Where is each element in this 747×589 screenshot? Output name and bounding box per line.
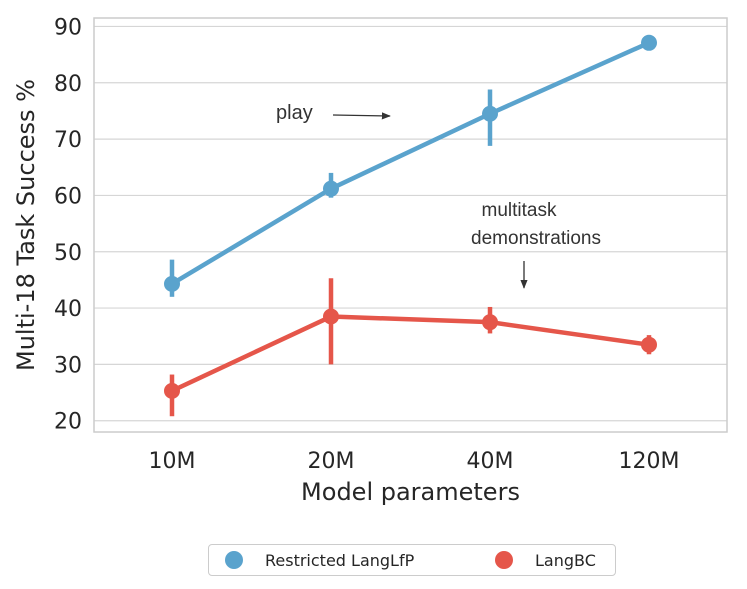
point-langbc-10M <box>164 382 180 399</box>
point-langbc-20M <box>323 308 339 325</box>
y-axis-title: Multi-18 Task Success % <box>12 79 40 371</box>
point-restricted-langlfp-20M <box>323 180 339 197</box>
point-restricted-langlfp-10M <box>164 275 180 292</box>
legend-marker-restricted-langlfp <box>225 551 243 569</box>
point-restricted-langlfp-120M <box>641 34 657 51</box>
x-tick-label-120M: 120M <box>619 449 680 474</box>
x-axis-title: Model parameters <box>301 478 520 506</box>
y-tick-label-90: 90 <box>54 15 82 40</box>
plot-frame <box>93 17 728 433</box>
y-tick-label-80: 80 <box>54 72 82 97</box>
y-tick-label-20: 20 <box>54 410 82 435</box>
chart: 20 30 40 50 60 70 80 90 10M 20M 40M 120M Model par… <box>12 15 728 506</box>
gridlines <box>94 25 727 422</box>
x-tick-label-10M: 10M <box>149 449 196 474</box>
y-tick-label-40: 40 <box>54 297 82 322</box>
legend-item-langbc: LangBC <box>495 545 596 575</box>
legend: Restricted LangLfP LangBC <box>208 544 616 576</box>
y-tick-label-60: 60 <box>54 184 82 209</box>
y-tick-label-70: 70 <box>54 128 82 153</box>
x-tick-label-20M: 20M <box>308 449 355 474</box>
point-restricted-langlfp-40M <box>482 105 498 122</box>
annotations: play multitask demonstrations <box>276 102 601 289</box>
series-langbc <box>164 278 657 417</box>
y-tick-label-30: 30 <box>54 353 82 378</box>
annotation-play: play <box>276 102 313 124</box>
x-tick-label-40M: 40M <box>467 449 514 474</box>
series-line-restricted-langlfp <box>169 40 652 287</box>
series-restricted-langlfp <box>164 34 657 297</box>
legend-label-restricted-langlfp: Restricted LangLfP <box>265 550 415 570</box>
annotation-play-arrow <box>332 112 391 120</box>
series-line-langbc <box>169 314 652 394</box>
point-langbc-40M <box>482 314 498 331</box>
annotation-multitask-demonstrations: multitask demonstrations <box>471 200 601 249</box>
y-tick-label-50: 50 <box>54 241 82 266</box>
x-tick-labels: 10M 20M 40M 120M <box>149 449 680 474</box>
legend-label-langbc: LangBC <box>535 550 596 570</box>
series-layer <box>164 34 657 417</box>
point-langbc-120M <box>641 336 657 353</box>
y-tick-labels: 20 30 40 50 60 70 80 90 <box>54 15 82 434</box>
legend-marker-langbc <box>495 551 513 569</box>
legend-item-restricted-langlfp: Restricted LangLfP <box>225 545 414 575</box>
